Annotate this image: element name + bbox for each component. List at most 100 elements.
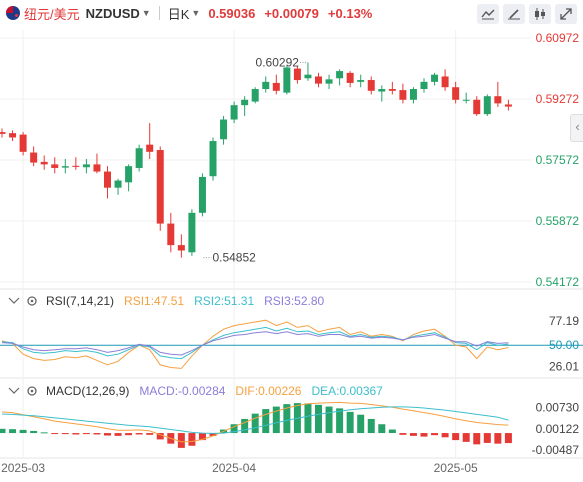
- macd-histogram-bar: [61, 433, 69, 435]
- candle-body: [209, 141, 217, 177]
- macd-histogram-bar: [409, 433, 417, 436]
- candle-body: [262, 81, 270, 90]
- instrument-info: 纽元/美元 NZDUSD ▼ 日K ▼ 0.59036 +0.00079 +0.…: [6, 4, 381, 22]
- price-tick-label: 0.57572: [536, 153, 580, 167]
- candle-body: [462, 99, 470, 101]
- dif-line: [1, 401, 509, 443]
- macd-histogram-bar: [146, 433, 154, 435]
- macd-histogram-bar: [315, 404, 322, 434]
- candle-body: [30, 152, 38, 163]
- rsi-line-3: [1, 331, 509, 356]
- toolbar: [477, 4, 577, 24]
- macd-histogram-bar: [156, 433, 164, 440]
- gridlines: [0, 30, 583, 459]
- rsi-tick-label: 50.00: [549, 338, 579, 352]
- candle-body: [241, 99, 249, 106]
- rsi-legend-icons: [6, 295, 40, 307]
- macd-histogram-bar: [188, 433, 196, 446]
- candle-body: [304, 74, 312, 79]
- candle-body: [114, 180, 122, 188]
- candle-body: [167, 223, 175, 246]
- macd-histogram-bar: [441, 433, 449, 438]
- collapse-icon[interactable]: [8, 297, 20, 304]
- candle-body: [431, 74, 439, 82]
- candle-body: [82, 164, 90, 168]
- candle-body: [409, 89, 417, 100]
- candle-body: [0, 132, 6, 134]
- macd-histogram-bar: [388, 429, 396, 434]
- macd-title: MACD(12,26,9): [46, 384, 130, 398]
- divider: [158, 6, 160, 20]
- fullscreen-icon[interactable]: [555, 4, 577, 24]
- macd-histogram-bar: [30, 430, 38, 434]
- period-selector[interactable]: 日K: [167, 6, 190, 22]
- macd-histogram-bar: [209, 433, 217, 436]
- period-chevron-down-icon[interactable]: ▼: [191, 8, 201, 18]
- header-bar: 纽元/美元 NZDUSD ▼ 日K ▼ 0.59036 +0.00079 +0.…: [0, 0, 583, 26]
- candle-body: [346, 72, 354, 83]
- candle-body: [220, 119, 228, 140]
- nz-us-flag-icon: [6, 6, 20, 20]
- candle-type-icon[interactable]: [529, 4, 551, 24]
- macd-histogram-bar: [504, 433, 512, 444]
- rsi-title: RSI(7,14,21): [46, 294, 115, 308]
- candles: [0, 62, 512, 258]
- candle-body: [378, 89, 386, 92]
- macd-histogram-bar: [346, 411, 354, 434]
- macd-histogram-bar: [272, 406, 280, 434]
- candle-body: [504, 104, 512, 107]
- candle-body: [251, 89, 259, 102]
- high-price-annotation: 0.60292: [256, 55, 300, 69]
- draw-tool-icon[interactable]: [503, 4, 525, 24]
- rsi-line-1: [1, 319, 509, 369]
- macd-legend: MACD(12,26,9) MACD:-0.00284 DIF:0.00226 …: [6, 383, 393, 399]
- candle-body: [61, 166, 69, 168]
- macd-histogram-bar: [452, 433, 460, 441]
- macd-tick-label: -0.00487: [532, 443, 580, 457]
- symbol-selector[interactable]: NZDUSD: [85, 5, 140, 21]
- candle-body: [272, 82, 280, 91]
- candle-body: [399, 90, 407, 100]
- date-axis-label: 2025-04: [212, 461, 256, 475]
- macd-tick-label: 0.00122: [536, 422, 580, 436]
- expand-panel-chevron-left-icon[interactable]: ‹: [570, 114, 583, 142]
- macd-histogram-bar: [367, 418, 375, 434]
- macd-collapse-icon[interactable]: [8, 387, 20, 394]
- macd-histogram-bar: [82, 433, 90, 435]
- macd-histogram-bar: [9, 429, 17, 434]
- candle-body: [494, 96, 502, 104]
- chevron-down-icon[interactable]: ▼: [141, 8, 151, 18]
- macd-histogram-bar: [262, 409, 270, 434]
- line-tool-icon[interactable]: [477, 4, 499, 24]
- candle-body: [19, 134, 27, 152]
- macd-settings-gear-icon[interactable]: [27, 386, 37, 396]
- macd-legend-icons: [6, 385, 40, 397]
- candle-body: [325, 79, 333, 84]
- settings-gear-icon[interactable]: [27, 296, 37, 306]
- axis-labels: 0.60972 0.59272 0.57572 0.55872 0.54172 2025-…: [1, 31, 579, 475]
- macd-histogram-bar: [399, 433, 407, 435]
- candle-body: [230, 105, 238, 120]
- macd-histogram-bar: [230, 424, 238, 434]
- rsi-tick-label: 77.19: [549, 314, 579, 328]
- dif-value: DIF:0.00226: [235, 384, 302, 398]
- macd-histogram-bar: [420, 433, 428, 437]
- macd-histogram-bar: [114, 433, 122, 436]
- price-tick-label: 0.59272: [536, 92, 580, 106]
- candle-body: [452, 87, 460, 100]
- date-axis-label: 2025-03: [1, 461, 45, 475]
- macd-histogram-bar: [251, 413, 259, 434]
- candle-body: [388, 89, 396, 91]
- rsi-legend: RSI(7,14,21) RSI1:47.51 RSI2:51.31 RSI3:…: [6, 293, 334, 309]
- macd-histogram-bar: [473, 433, 481, 445]
- macd-histogram-bar: [483, 433, 491, 443]
- macd-histogram-bar: [325, 406, 333, 434]
- candle-body: [104, 171, 111, 188]
- candle-body: [72, 165, 80, 167]
- macd-histogram-bar: [72, 433, 80, 435]
- macd-histogram-bar: [494, 433, 502, 444]
- candle-body: [146, 144, 154, 152]
- candle-body: [420, 81, 428, 90]
